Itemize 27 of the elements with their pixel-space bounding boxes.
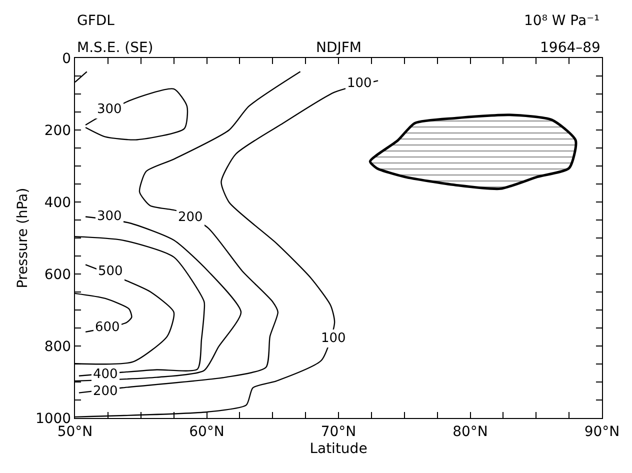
annotation: 100 [347,76,372,91]
annotation: 200 [178,210,203,225]
chart-subtitle: M.S.E. (SE) [77,40,154,56]
annotation: 300 [97,209,122,224]
annotation: 200 [93,384,118,399]
y-axis-title: Pressure (hPa) [15,188,32,288]
x-axis-title: Latitude [310,441,368,458]
annotation: 100 [321,331,346,346]
line-series [78,71,301,394]
annotation: 300 [97,102,122,117]
line-series [84,88,188,140]
x-tick-label: 70°N [320,424,356,440]
chart-title: GFDL [77,13,115,29]
annotation: 600 [95,320,120,335]
text: 10⁸ W Pa⁻¹ [524,13,600,29]
y-tick-label: 400 [44,194,72,211]
y-tick-label: 600 [44,266,72,283]
text: NDJFM [316,40,362,56]
x-tick-label: 60°N [189,424,224,440]
y-tick-label: 0 [62,50,72,67]
annotation: 400 [93,367,118,382]
x-tick-label: 80°N [452,424,488,440]
y-tick-label: 800 [44,338,72,355]
x-tick-label: 90°N [584,424,620,440]
y-tick-label: 200 [44,122,72,139]
annotation: 500 [98,264,123,279]
text: 1964–89 [540,40,600,56]
